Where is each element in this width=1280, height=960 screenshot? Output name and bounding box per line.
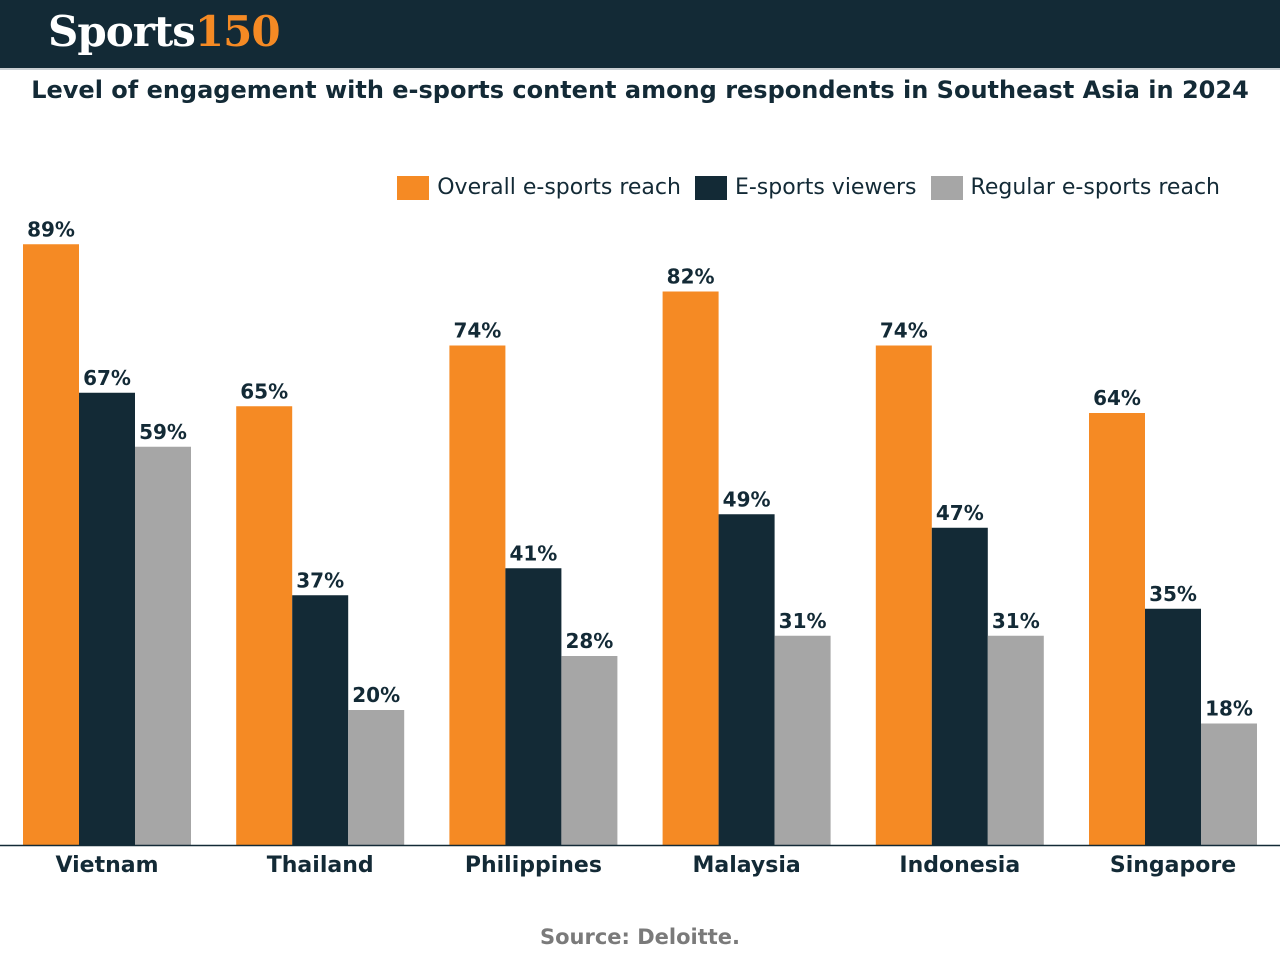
legend-swatch xyxy=(397,175,430,200)
bar xyxy=(561,656,618,845)
bar xyxy=(987,635,1044,845)
data-label: 89% xyxy=(27,217,75,241)
legend-item-regular: Regular e-sports reach xyxy=(930,175,1220,200)
bar xyxy=(875,345,932,845)
category-label: Philippines xyxy=(465,853,602,878)
data-label: 65% xyxy=(240,379,288,403)
bar xyxy=(292,595,349,845)
bar xyxy=(449,345,506,845)
data-label: 74% xyxy=(453,319,501,343)
source-note: Source: Deloitte. xyxy=(539,925,741,949)
legend-item-overall: Overall e-sports reach xyxy=(397,175,681,200)
category-label: Singapore xyxy=(1110,853,1236,878)
data-label: 64% xyxy=(1093,386,1141,410)
chart-legend: Overall e-sports reach E-sports viewers … xyxy=(397,175,1220,200)
data-label: 47% xyxy=(936,501,984,525)
data-label: 41% xyxy=(509,541,557,565)
data-label: 31% xyxy=(779,609,827,633)
bar xyxy=(236,406,293,845)
bar xyxy=(1145,608,1201,845)
bar xyxy=(505,568,562,845)
bar xyxy=(662,291,719,845)
bar xyxy=(1201,723,1257,845)
bar xyxy=(931,527,988,845)
legend-swatch xyxy=(694,175,727,200)
bar xyxy=(79,392,135,845)
data-label: 35% xyxy=(1149,582,1197,606)
category-label: Malaysia xyxy=(692,853,800,878)
data-label: 18% xyxy=(1205,697,1253,721)
data-label: 49% xyxy=(723,487,771,511)
data-label: 59% xyxy=(139,420,187,444)
bar xyxy=(23,244,79,845)
data-label: 28% xyxy=(565,629,613,653)
chart-title: Level of engagement with e-sports conten… xyxy=(31,76,1249,104)
bar xyxy=(718,514,775,845)
data-label: 67% xyxy=(83,366,131,390)
legend-swatch xyxy=(930,175,963,200)
data-label: 37% xyxy=(296,568,344,592)
bar xyxy=(1089,413,1145,845)
category-label: Vietnam xyxy=(55,853,158,878)
legend-item-viewers: E-sports viewers xyxy=(694,175,917,200)
data-label: 20% xyxy=(352,683,400,707)
bar xyxy=(774,635,831,845)
data-label: 31% xyxy=(992,609,1040,633)
bar xyxy=(135,446,191,845)
bar xyxy=(348,710,405,845)
category-label: Indonesia xyxy=(899,853,1020,878)
data-label: 82% xyxy=(667,265,715,289)
category-label: Thailand xyxy=(267,853,374,878)
data-label: 74% xyxy=(880,319,928,343)
sports150-logo: Sports150 xyxy=(48,7,281,56)
header-bar: Sports150 xyxy=(0,0,1280,70)
